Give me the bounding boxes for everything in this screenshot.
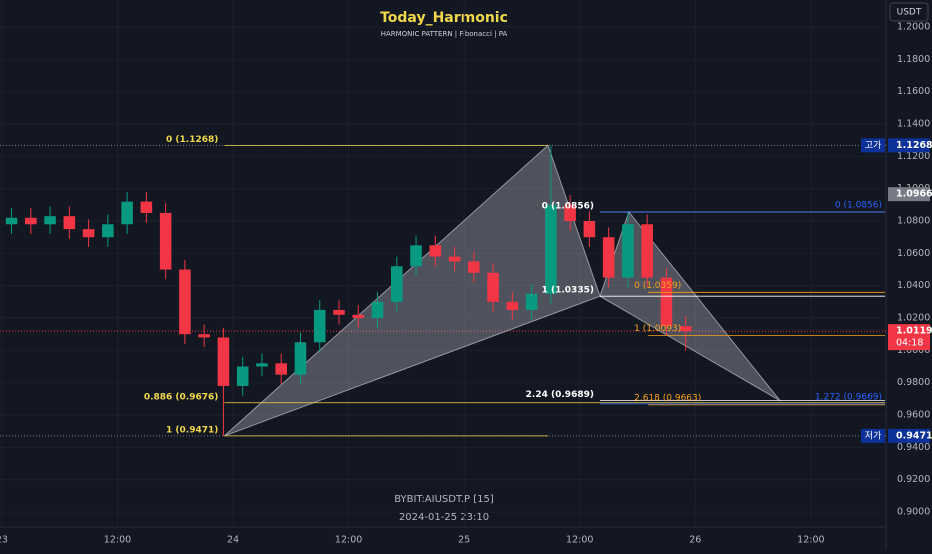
x-tick-label: 23 xyxy=(0,535,8,546)
candle-body xyxy=(256,363,268,367)
y-tick-label: 1.1600 xyxy=(897,86,930,97)
fib-label: 1 (1.0093) xyxy=(634,324,681,334)
price-badge xyxy=(888,138,930,153)
fib-label: 0.886 (0.9676) xyxy=(144,392,219,402)
y-tick-label: 0.9400 xyxy=(897,442,930,453)
currency-label[interactable]: USDT xyxy=(897,8,922,18)
candle-body xyxy=(468,261,480,273)
y-tick-label: 0.9200 xyxy=(897,474,930,485)
price-badge xyxy=(888,428,930,443)
x-tick-label: 12:00 xyxy=(104,535,131,546)
y-tick-label: 1.0200 xyxy=(897,313,930,324)
y-tick-label: 0.9000 xyxy=(897,507,930,518)
y-tick-label: 1.2000 xyxy=(897,22,930,33)
y-tick-label: 1.0000 xyxy=(897,345,930,356)
price-badge-tag xyxy=(861,428,885,443)
fib-label: 0 (1.1268) xyxy=(166,135,218,145)
y-tick-label: 0.9800 xyxy=(897,377,930,388)
candle-body xyxy=(622,224,634,278)
candle-body xyxy=(179,269,191,335)
fib-label: 2.24 (0.9689) xyxy=(526,390,594,400)
y-tick-label: 1.1800 xyxy=(897,54,930,65)
candle-body xyxy=(352,314,365,319)
candle-body xyxy=(159,212,172,270)
y-tick-label: 1.0400 xyxy=(897,280,930,291)
candle-body xyxy=(448,256,461,262)
fib-label: 1 (0.9471) xyxy=(166,425,218,435)
chart-subtitle: HARMONIC PATTERN | Fibonacci | PA xyxy=(381,30,508,38)
candle-body xyxy=(102,224,114,238)
timestamp: 2024-01-25 23:10 xyxy=(399,512,489,523)
fib-label: 0 (1.0359) xyxy=(634,281,681,291)
chart-title: Today_Harmonic xyxy=(380,10,508,26)
x-tick-label: 24 xyxy=(227,535,239,546)
candle-body xyxy=(313,309,326,343)
candle-body xyxy=(525,293,538,310)
candle-body xyxy=(410,245,422,267)
candle-body xyxy=(390,266,403,302)
candle-body xyxy=(121,201,133,225)
fib-label: 1 (1.0335) xyxy=(542,286,594,296)
currency-button[interactable] xyxy=(889,2,929,22)
x-tick-label: 26 xyxy=(689,535,701,546)
price-countdown: 04:18 xyxy=(896,338,923,349)
candle-body xyxy=(583,221,596,238)
x-tick-label: 12:00 xyxy=(566,535,593,546)
symbol: BYBIT:AIUSDT.P [15] xyxy=(394,494,494,505)
fib-label: 1.272 (0.9669) xyxy=(815,392,882,402)
candle-body xyxy=(44,216,56,225)
candle-body xyxy=(82,229,95,238)
y-tick-label: 1.1200 xyxy=(897,151,930,162)
candle-body xyxy=(660,277,673,327)
candle-body xyxy=(63,216,76,230)
price-badge xyxy=(888,187,930,202)
candle-body xyxy=(140,201,153,213)
y-tick-label: 1.0600 xyxy=(897,248,930,259)
price-badge-label: 고가 xyxy=(865,140,882,151)
x-tick-label: 25 xyxy=(458,535,470,546)
candle-body xyxy=(371,301,384,319)
candle-body xyxy=(602,237,615,278)
candle-body xyxy=(506,301,519,310)
fib-label: 2.618 (0.9663) xyxy=(634,393,701,403)
price-badge-value: 1.0966 xyxy=(896,189,932,200)
candle-body xyxy=(333,309,345,315)
y-tick-label: 1.0800 xyxy=(897,216,930,227)
price-badge-value: 1.1268 xyxy=(896,140,932,151)
candle-body xyxy=(25,217,37,225)
candle-body xyxy=(641,224,653,278)
y-tick-label: 0.9600 xyxy=(897,410,930,421)
price-badge-value: 0.9471 xyxy=(896,430,932,441)
x-tick-label: 12:00 xyxy=(335,535,362,546)
candle-body xyxy=(487,272,499,302)
price-badge-tag xyxy=(861,138,885,153)
candle-body xyxy=(275,363,287,375)
candle-body xyxy=(564,204,576,222)
candle-body xyxy=(545,204,557,294)
fib-label: 0 (1.0856) xyxy=(542,201,594,211)
fib-label: 0 (1.0856) xyxy=(835,200,882,210)
candle-body xyxy=(5,217,18,225)
price-badge-value: 1.0119 xyxy=(896,326,932,337)
candle-body xyxy=(679,326,692,332)
x-tick-label: 12:00 xyxy=(797,535,824,546)
price-badge-label: 저가 xyxy=(865,430,882,441)
candle-body xyxy=(217,337,230,386)
y-tick-label: 1.1400 xyxy=(897,119,930,130)
price-badge xyxy=(888,324,930,351)
candle-body xyxy=(198,334,210,338)
candle-body xyxy=(236,366,249,386)
candle-body xyxy=(429,245,442,257)
candle-body xyxy=(294,342,307,375)
